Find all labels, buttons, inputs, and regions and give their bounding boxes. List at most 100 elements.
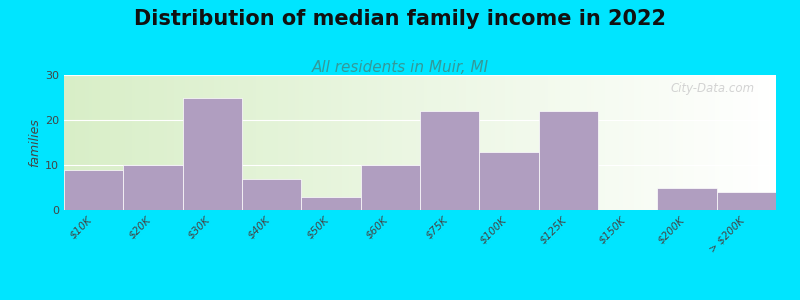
Bar	[221, 75, 224, 210]
Bar	[715, 75, 719, 210]
Bar	[634, 75, 637, 210]
Bar	[459, 75, 462, 210]
Bar	[153, 75, 157, 210]
Bar	[320, 75, 324, 210]
Bar	[498, 75, 502, 210]
Bar	[302, 75, 306, 210]
Bar	[423, 75, 427, 210]
Bar	[299, 75, 302, 210]
Bar	[182, 75, 185, 210]
Bar	[359, 75, 363, 210]
Bar	[666, 75, 669, 210]
Bar	[199, 75, 203, 210]
Bar	[278, 75, 281, 210]
Bar	[626, 75, 630, 210]
Bar	[612, 75, 616, 210]
Bar	[370, 75, 374, 210]
Bar	[406, 75, 410, 210]
Bar	[702, 75, 705, 210]
Bar	[114, 75, 118, 210]
Bar	[288, 75, 292, 210]
Bar	[263, 75, 267, 210]
Bar	[260, 75, 263, 210]
Bar	[658, 188, 717, 210]
Bar	[125, 75, 128, 210]
Bar	[754, 75, 758, 210]
Bar	[150, 75, 153, 210]
Bar	[317, 75, 320, 210]
Bar	[146, 75, 150, 210]
Bar	[361, 165, 420, 210]
Bar	[96, 75, 99, 210]
Bar	[491, 75, 494, 210]
Bar	[420, 75, 423, 210]
Bar	[381, 75, 384, 210]
Bar	[722, 75, 726, 210]
Bar	[93, 75, 96, 210]
Bar	[334, 75, 338, 210]
Bar	[295, 75, 299, 210]
Y-axis label: families: families	[28, 118, 41, 167]
Bar	[64, 75, 67, 210]
Bar	[687, 75, 690, 210]
Bar	[477, 75, 481, 210]
Bar	[384, 75, 388, 210]
Bar	[356, 75, 359, 210]
Bar	[430, 75, 434, 210]
Bar	[644, 75, 648, 210]
Bar	[541, 75, 545, 210]
Bar	[619, 75, 623, 210]
Text: City-Data.com: City-Data.com	[670, 82, 754, 95]
Bar	[74, 75, 78, 210]
Bar	[552, 75, 555, 210]
Bar	[708, 75, 712, 210]
Bar	[164, 75, 167, 210]
Bar	[157, 75, 160, 210]
Bar	[363, 75, 366, 210]
Bar	[523, 75, 527, 210]
Bar	[292, 75, 295, 210]
Bar	[651, 75, 655, 210]
Bar	[366, 75, 370, 210]
Bar	[538, 75, 541, 210]
Bar	[210, 75, 214, 210]
Bar	[737, 75, 740, 210]
Bar	[135, 75, 138, 210]
Bar	[82, 75, 86, 210]
Bar	[138, 75, 142, 210]
Bar	[562, 75, 566, 210]
Bar	[520, 75, 523, 210]
Bar	[106, 75, 110, 210]
Bar	[712, 75, 715, 210]
Bar	[160, 75, 164, 210]
Bar	[559, 75, 562, 210]
Bar	[388, 75, 391, 210]
Bar	[456, 75, 459, 210]
Bar	[452, 75, 456, 210]
Bar	[346, 75, 349, 210]
Bar	[449, 75, 452, 210]
Bar	[445, 75, 449, 210]
Bar	[470, 75, 474, 210]
Bar	[479, 152, 538, 210]
Bar	[502, 75, 506, 210]
Bar	[270, 75, 274, 210]
Bar	[509, 75, 513, 210]
Bar	[99, 75, 103, 210]
Bar	[349, 75, 352, 210]
Bar	[680, 75, 683, 210]
Bar	[488, 75, 491, 210]
Bar	[78, 75, 82, 210]
Bar	[594, 75, 598, 210]
Bar	[395, 75, 398, 210]
Bar	[281, 75, 285, 210]
Bar	[420, 111, 479, 210]
Bar	[555, 75, 559, 210]
Bar	[324, 75, 327, 210]
Bar	[530, 75, 534, 210]
Bar	[110, 75, 114, 210]
Bar	[719, 75, 722, 210]
Bar	[545, 75, 548, 210]
Bar	[494, 75, 498, 210]
Bar	[352, 75, 356, 210]
